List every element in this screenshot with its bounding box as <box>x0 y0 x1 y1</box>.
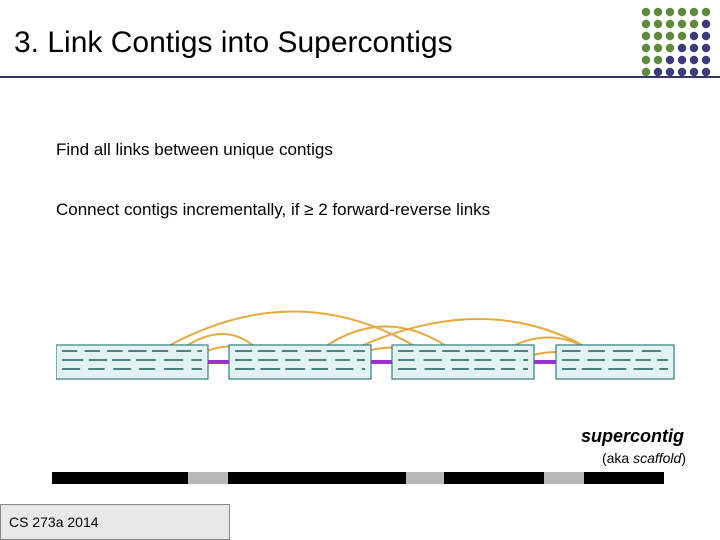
aka-prefix: (aka <box>602 450 633 466</box>
corner-dots-decoration <box>640 6 712 78</box>
title-underline <box>0 76 720 78</box>
bullet-text-1: Find all links between unique contigs <box>56 140 333 160</box>
aka-suffix: ) <box>681 450 686 466</box>
aka-scaffold-label: (aka scaffold) <box>602 450 686 466</box>
supercontig-label: supercontig <box>581 426 684 447</box>
footer-course-label: CS 273a 2014 <box>0 504 230 540</box>
bullet-text-2: Connect contigs incrementally, if ≥ 2 fo… <box>56 200 490 220</box>
aka-term: scaffold <box>633 450 681 466</box>
slide-title: 3. Link Contigs into Supercontigs <box>14 26 453 60</box>
contig-diagram <box>56 275 676 395</box>
supercontig-bar <box>52 472 664 484</box>
